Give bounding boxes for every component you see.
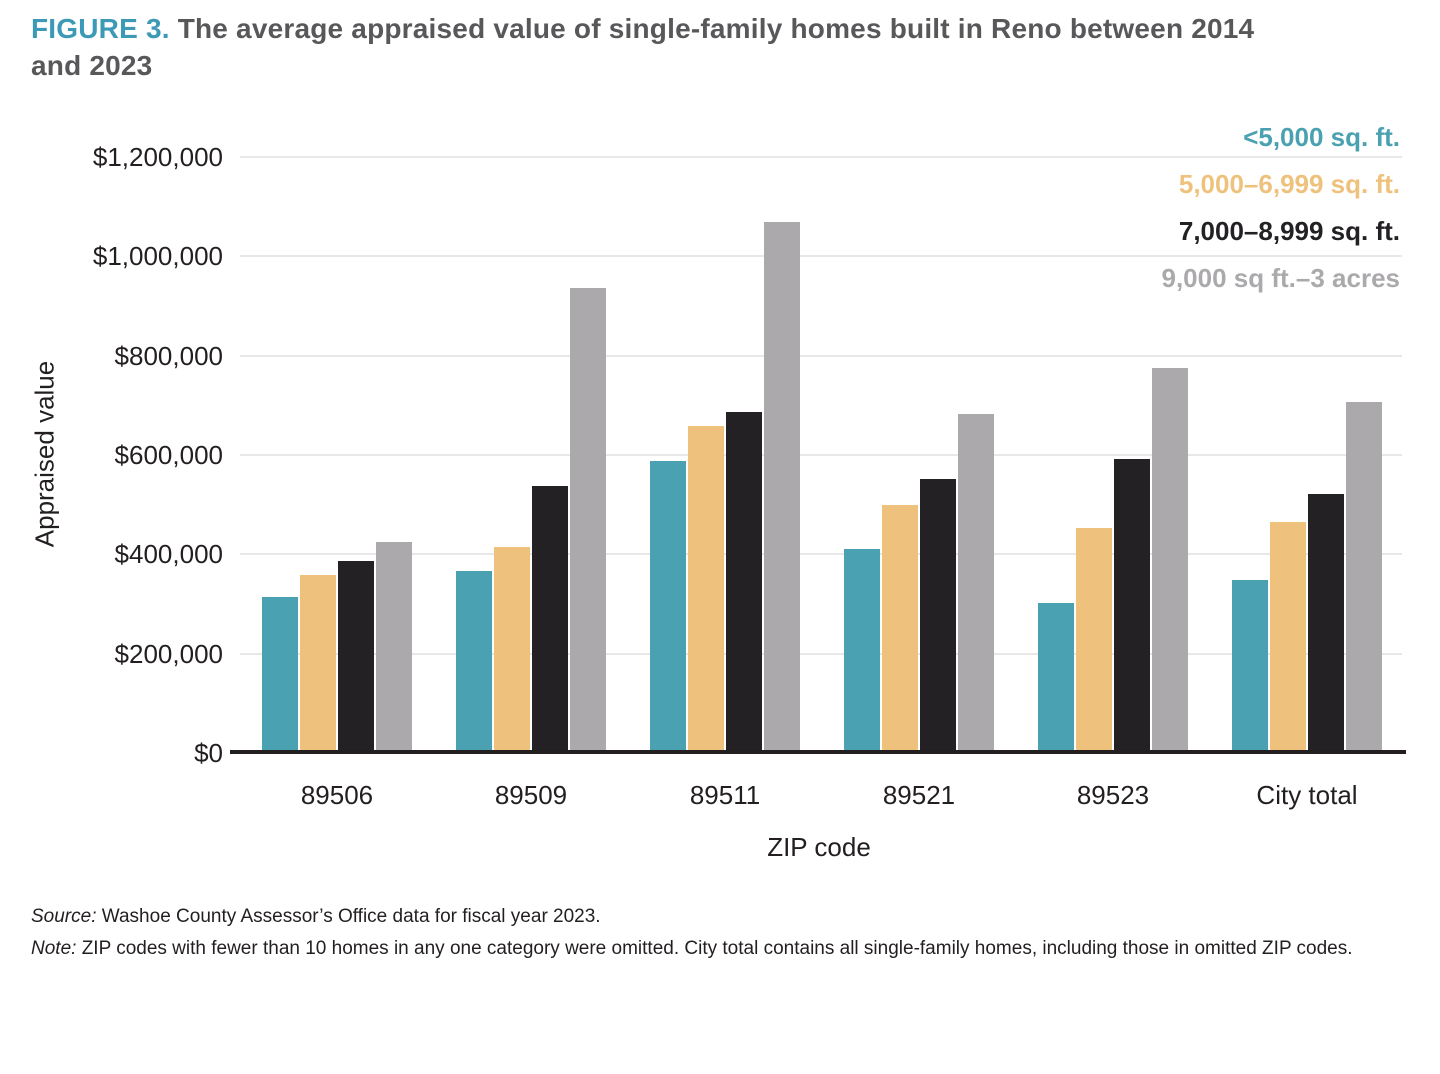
figure-footnotes: Source: Washoe County Assessor’s Office …	[31, 901, 1361, 964]
y-tick-label: $1,200,000	[92, 142, 223, 172]
source-line: Source: Washoe County Assessor’s Office …	[31, 901, 1361, 933]
bar	[1152, 368, 1188, 750]
gridline	[240, 454, 1402, 456]
gridline	[240, 156, 1402, 158]
note-label: Note:	[31, 937, 77, 959]
bar	[1308, 494, 1344, 750]
y-tick-label: $1,000,000	[92, 241, 223, 271]
figure-title: FIGURE 3. The average appraised value of…	[31, 10, 1301, 84]
bar	[1076, 528, 1112, 750]
x-tick-label: 89511	[689, 780, 761, 810]
bar	[726, 412, 762, 750]
x-tick-label: City total	[1256, 780, 1358, 810]
x-axis-title: ZIP code	[767, 832, 871, 862]
bar	[920, 479, 956, 750]
y-tick-label: $800,000	[114, 341, 223, 371]
x-tick-label: 89506	[300, 780, 374, 810]
bar	[844, 549, 880, 750]
bar	[958, 414, 994, 750]
legend-item: <5,000 sq. ft.	[1243, 122, 1400, 152]
source-label: Source:	[31, 906, 97, 927]
legend-item: 9,000 sq ft.–3 acres	[1161, 263, 1401, 293]
chart-legend: <5,000 sq. ft. 5,000–6,999 sq. ft. 7,000–8…	[1162, 114, 1401, 302]
bar-group-89509	[456, 156, 606, 750]
bar-group-89506	[262, 156, 412, 750]
bar	[1346, 402, 1382, 750]
figure-number-label: FIGURE 3.	[31, 13, 170, 44]
gridline	[240, 553, 1402, 555]
bar	[764, 222, 800, 750]
gridline	[240, 653, 1402, 655]
x-tick-label: 89509	[494, 780, 568, 810]
bar	[650, 461, 686, 750]
x-axis-line	[230, 750, 1406, 754]
plot-area: Appraised value $0 $200,000 $400,000 $600,0…	[30, 142, 1406, 768]
source-text: Washoe County Assessor’s Office data for…	[101, 906, 601, 927]
y-tick-label: $200,000	[114, 639, 223, 669]
legend-item: 5,000–6,999 sq. ft.	[1178, 169, 1400, 199]
bar	[1114, 459, 1150, 750]
legend-item: 7,000–8,999 sq. ft.	[1178, 216, 1400, 246]
bar	[300, 575, 336, 750]
note-line: Note: ZIP codes with fewer than 10 homes…	[31, 933, 1361, 965]
y-tick-label: $400,000	[114, 539, 223, 569]
bar	[376, 542, 412, 750]
bar-group-city-total	[1232, 156, 1382, 750]
y-tick-label: $0	[194, 738, 223, 768]
bar	[494, 547, 530, 750]
bar	[338, 561, 374, 750]
y-tick-label: $600,000	[114, 440, 223, 470]
bar	[570, 288, 606, 750]
bar	[1038, 603, 1074, 750]
note-text: ZIP codes with fewer than 10 homes in an…	[81, 937, 1353, 959]
x-tick-label: 89521	[882, 780, 956, 810]
bar	[456, 571, 492, 750]
bar	[262, 597, 298, 750]
gridline	[240, 255, 1402, 257]
bar	[688, 426, 724, 750]
bar-group-89523	[1038, 156, 1188, 750]
x-tick-label: 89523	[1076, 780, 1150, 810]
bar-group-89521	[844, 156, 994, 750]
bar-group-89511	[650, 156, 800, 750]
bar	[1270, 522, 1306, 750]
bar	[532, 486, 568, 750]
bar	[882, 505, 918, 750]
bar	[1232, 580, 1268, 750]
gridline	[240, 355, 1402, 357]
figure-title-text: The average appraised value of single-fa…	[31, 13, 1255, 81]
